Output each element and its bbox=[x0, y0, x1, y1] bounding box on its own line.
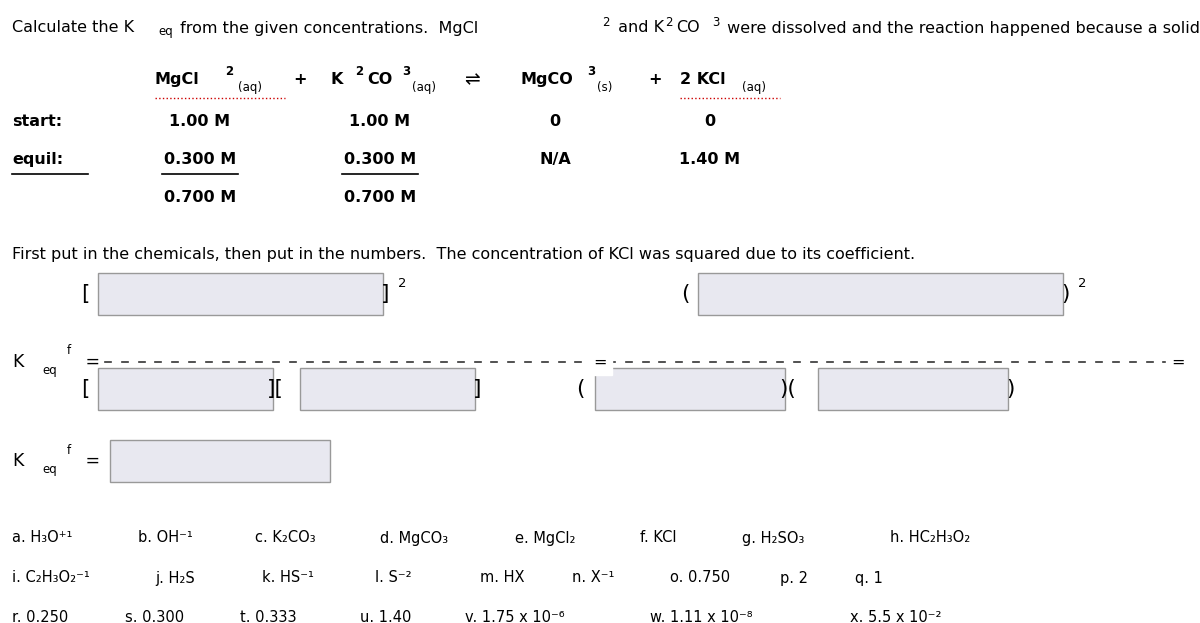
Text: ]: ] bbox=[473, 379, 481, 399]
Text: d. MgCO₃: d. MgCO₃ bbox=[380, 531, 448, 546]
Text: n. X⁻¹: n. X⁻¹ bbox=[572, 571, 614, 586]
Text: eq: eq bbox=[42, 364, 56, 378]
Text: m. HX: m. HX bbox=[480, 571, 524, 586]
Text: p. 2: p. 2 bbox=[780, 571, 808, 586]
Text: 0.300 M: 0.300 M bbox=[344, 153, 416, 168]
Text: (s): (s) bbox=[598, 82, 612, 95]
Text: l. S⁻²: l. S⁻² bbox=[374, 571, 412, 586]
Text: 0: 0 bbox=[550, 115, 560, 130]
Text: 0.700 M: 0.700 M bbox=[344, 191, 416, 206]
Text: c. K₂CO₃: c. K₂CO₃ bbox=[254, 531, 316, 546]
Text: =: = bbox=[80, 353, 100, 371]
Bar bbox=[698, 273, 1063, 315]
Text: MgCO: MgCO bbox=[520, 72, 572, 87]
Text: u. 1.40: u. 1.40 bbox=[360, 611, 412, 623]
Text: f: f bbox=[67, 345, 71, 358]
Text: from the given concentrations.  MgCl: from the given concentrations. MgCl bbox=[175, 21, 479, 36]
Text: ][: ][ bbox=[266, 379, 283, 399]
Text: 0.700 M: 0.700 M bbox=[164, 191, 236, 206]
Text: 3: 3 bbox=[587, 65, 595, 78]
Text: eq: eq bbox=[42, 464, 56, 477]
Text: r. 0.250: r. 0.250 bbox=[12, 611, 68, 623]
Text: (: ( bbox=[576, 379, 584, 399]
Text: 2: 2 bbox=[602, 16, 610, 29]
Text: =: = bbox=[80, 452, 100, 470]
Text: ): ) bbox=[1006, 379, 1014, 399]
Text: e. MgCl₂: e. MgCl₂ bbox=[515, 531, 576, 546]
Text: 2 KCl: 2 KCl bbox=[680, 72, 726, 87]
Text: K: K bbox=[12, 353, 23, 371]
Text: 2: 2 bbox=[355, 65, 364, 78]
Text: x. 5.5 x 10⁻²: x. 5.5 x 10⁻² bbox=[850, 611, 942, 623]
Bar bbox=[98, 273, 383, 315]
Text: were dissolved and the reaction happened because a solid was formed.: were dissolved and the reaction happened… bbox=[722, 21, 1200, 36]
Text: +: + bbox=[648, 72, 661, 87]
Text: 2: 2 bbox=[398, 277, 407, 290]
Text: (aq): (aq) bbox=[742, 82, 766, 95]
Text: q. 1: q. 1 bbox=[856, 571, 883, 586]
Text: equil:: equil: bbox=[12, 153, 64, 168]
Text: MgCl: MgCl bbox=[155, 72, 199, 87]
Text: [: [ bbox=[80, 284, 89, 304]
Bar bbox=[595, 368, 785, 410]
Text: K: K bbox=[330, 72, 342, 87]
Text: 3: 3 bbox=[402, 65, 410, 78]
Text: First put in the chemicals, then put in the numbers.  The concentration of KCl w: First put in the chemicals, then put in … bbox=[12, 247, 916, 262]
Text: =: = bbox=[1171, 354, 1186, 369]
Text: Calculate the K: Calculate the K bbox=[12, 21, 134, 36]
Text: (aq): (aq) bbox=[238, 82, 262, 95]
Text: start:: start: bbox=[12, 115, 62, 130]
Text: 0.300 M: 0.300 M bbox=[164, 153, 236, 168]
Text: k. HS⁻¹: k. HS⁻¹ bbox=[262, 571, 314, 586]
Bar bbox=[300, 368, 475, 410]
Text: h. HC₂H₃O₂: h. HC₂H₃O₂ bbox=[890, 531, 971, 546]
Text: )(: )( bbox=[780, 379, 797, 399]
Text: CO: CO bbox=[676, 21, 700, 36]
Text: f. KCl: f. KCl bbox=[640, 531, 677, 546]
Text: i. C₂H₃O₂⁻¹: i. C₂H₃O₂⁻¹ bbox=[12, 571, 90, 586]
Text: 2: 2 bbox=[665, 16, 672, 29]
Text: eq: eq bbox=[158, 26, 173, 39]
Text: CO: CO bbox=[367, 72, 392, 87]
Text: ⇌: ⇌ bbox=[464, 70, 480, 90]
Text: a. H₃O⁺¹: a. H₃O⁺¹ bbox=[12, 531, 72, 546]
Bar bbox=[818, 368, 1008, 410]
Text: j. H₂S: j. H₂S bbox=[155, 571, 194, 586]
Text: v. 1.75 x 10⁻⁶: v. 1.75 x 10⁻⁶ bbox=[466, 611, 565, 623]
Text: 3: 3 bbox=[712, 16, 719, 29]
Bar bbox=[98, 368, 274, 410]
Text: (aq): (aq) bbox=[412, 82, 436, 95]
Text: g. H₂SO₃: g. H₂SO₃ bbox=[742, 531, 804, 546]
Text: f: f bbox=[67, 444, 71, 457]
Text: 1.40 M: 1.40 M bbox=[679, 153, 740, 168]
Text: 0: 0 bbox=[704, 115, 715, 130]
Text: =: = bbox=[593, 354, 607, 369]
Text: 2: 2 bbox=[226, 65, 233, 78]
Text: 1.00 M: 1.00 M bbox=[349, 115, 410, 130]
Text: w. 1.11 x 10⁻⁸: w. 1.11 x 10⁻⁸ bbox=[650, 611, 752, 623]
Text: [: [ bbox=[80, 379, 89, 399]
Text: +: + bbox=[293, 72, 307, 87]
Text: and K: and K bbox=[613, 21, 664, 36]
Text: t. 0.333: t. 0.333 bbox=[240, 611, 296, 623]
Text: 1.00 M: 1.00 M bbox=[169, 115, 230, 130]
Bar bbox=[110, 440, 330, 482]
Text: K: K bbox=[12, 452, 23, 470]
Text: o. 0.750: o. 0.750 bbox=[670, 571, 730, 586]
Text: (: ( bbox=[680, 284, 689, 304]
Text: s. 0.300: s. 0.300 bbox=[125, 611, 184, 623]
Text: 2: 2 bbox=[1078, 277, 1086, 290]
Text: N/A: N/A bbox=[539, 153, 571, 168]
Text: ): ) bbox=[1061, 284, 1069, 304]
Text: ]: ] bbox=[380, 284, 389, 304]
Text: b. OH⁻¹: b. OH⁻¹ bbox=[138, 531, 193, 546]
